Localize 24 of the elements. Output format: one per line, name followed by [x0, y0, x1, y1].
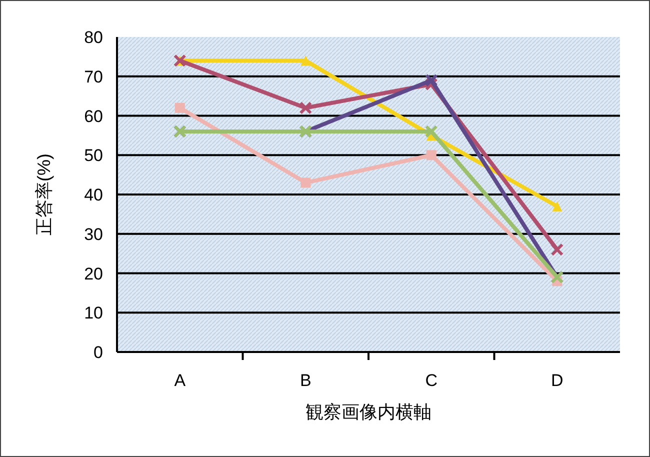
- y-tick-label: 10: [84, 304, 103, 323]
- x-tick-label: D: [550, 371, 564, 390]
- y-axis-title: 正答率(%): [34, 154, 54, 236]
- y-tick-label: 50: [84, 146, 103, 166]
- point: [300, 56, 311, 66]
- point: [426, 150, 436, 160]
- point: [552, 201, 562, 212]
- y-tick-label: 20: [84, 264, 103, 284]
- point: [550, 243, 564, 256]
- y-tick-label: 70: [84, 67, 103, 86]
- point: [424, 125, 438, 138]
- y-tick-label: 0: [94, 343, 103, 362]
- y-tick-label: 40: [84, 186, 103, 204]
- point: [174, 102, 185, 113]
- point: [299, 101, 312, 114]
- x-axis-title: 観察画像内横軸: [306, 402, 432, 422]
- x-tick-label: C: [425, 371, 438, 390]
- point: [424, 74, 438, 87]
- y-tick-label: 80: [84, 28, 103, 47]
- y-tick-label: 30: [84, 224, 103, 244]
- point: [300, 178, 311, 188]
- x-tick-label: A: [174, 371, 186, 390]
- y-tick-label: 60: [84, 106, 103, 126]
- x-tick-label: B: [300, 371, 312, 390]
